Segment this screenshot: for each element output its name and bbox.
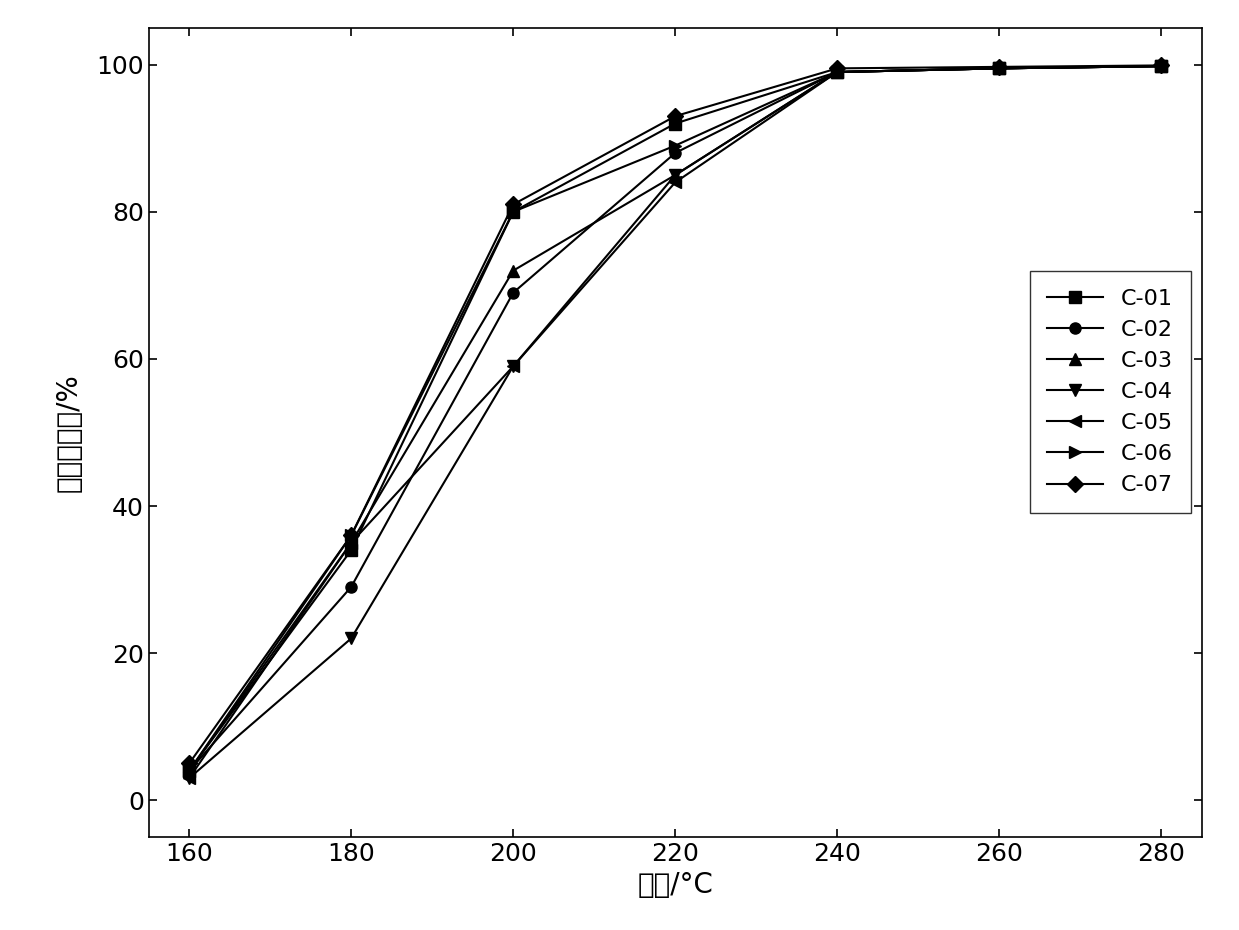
C-03 xyxy=(668,169,683,180)
C-01 xyxy=(992,63,1007,74)
C-03 xyxy=(992,63,1007,74)
C-07 xyxy=(343,530,358,541)
C-04 xyxy=(182,773,197,784)
C-03 xyxy=(1154,60,1168,72)
C-07 xyxy=(182,758,197,769)
C-03 xyxy=(182,765,197,777)
C-07 xyxy=(1154,60,1168,71)
C-01 xyxy=(506,206,520,218)
C-02 xyxy=(506,287,520,299)
C-07 xyxy=(668,111,683,122)
Line: C-07: C-07 xyxy=(183,60,1167,769)
C-06 xyxy=(830,66,845,77)
C-02 xyxy=(830,66,845,77)
C-07 xyxy=(830,63,845,74)
C-06 xyxy=(506,206,520,218)
Line: C-04: C-04 xyxy=(183,60,1167,784)
C-07 xyxy=(506,199,520,210)
C-06 xyxy=(343,530,358,541)
C-04 xyxy=(668,169,683,180)
C-06 xyxy=(182,765,197,777)
C-05 xyxy=(668,177,683,188)
C-05 xyxy=(992,63,1007,74)
C-03 xyxy=(506,265,520,276)
C-01 xyxy=(1154,60,1168,72)
C-07 xyxy=(992,61,1007,73)
C-02 xyxy=(1154,60,1168,72)
C-02 xyxy=(182,765,197,777)
Line: C-06: C-06 xyxy=(183,60,1167,777)
C-03 xyxy=(343,538,358,549)
C-05 xyxy=(830,66,845,77)
Line: C-03: C-03 xyxy=(183,60,1167,777)
C-04 xyxy=(992,63,1007,74)
C-06 xyxy=(668,140,683,152)
C-02 xyxy=(343,581,358,592)
C-05 xyxy=(506,361,520,372)
Line: C-05: C-05 xyxy=(183,60,1167,784)
C-02 xyxy=(992,63,1007,74)
C-02 xyxy=(668,147,683,158)
C-06 xyxy=(1154,60,1168,72)
C-06 xyxy=(992,63,1007,74)
C-04 xyxy=(506,361,520,372)
C-04 xyxy=(343,632,358,644)
C-04 xyxy=(1154,60,1168,72)
X-axis label: 温度/°C: 温度/°C xyxy=(637,871,714,899)
C-01 xyxy=(182,765,197,777)
C-04 xyxy=(830,66,845,77)
Line: C-02: C-02 xyxy=(183,60,1167,777)
C-01 xyxy=(343,545,358,556)
Legend: C-01, C-02, C-03, C-04, C-05, C-06, C-07: C-01, C-02, C-03, C-04, C-05, C-06, C-07 xyxy=(1030,271,1191,513)
C-01 xyxy=(830,66,845,77)
C-03 xyxy=(830,66,845,77)
C-05 xyxy=(1154,60,1168,72)
C-01 xyxy=(668,118,683,129)
C-05 xyxy=(182,773,197,784)
Line: C-01: C-01 xyxy=(183,60,1167,777)
Y-axis label: 乙醇降解率/%: 乙醇降解率/% xyxy=(55,373,82,492)
C-05 xyxy=(343,538,358,549)
